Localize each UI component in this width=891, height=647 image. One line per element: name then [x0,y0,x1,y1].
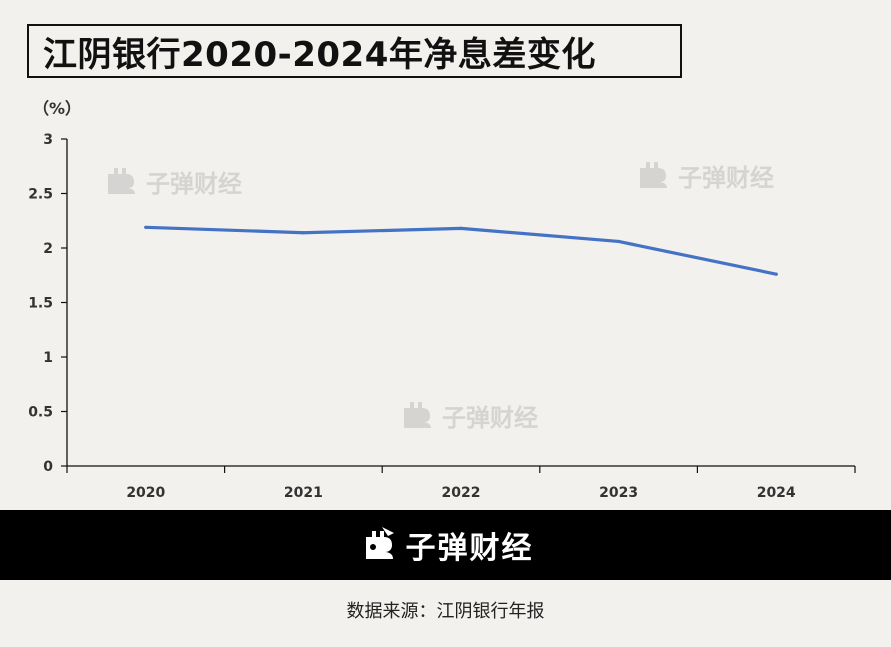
watermark-2: 子弹财经 [404,402,538,432]
x-tick-label: 2022 [442,485,481,501]
x-tick-label: 2020 [126,485,165,501]
y-tick-label: 2 [43,241,53,257]
brand-banner: 子弹财经 [0,510,891,580]
banner-brand-text: 子弹财经 [405,531,534,566]
watermark-1: 子弹财经 [640,162,774,192]
watermark-logo-icon [404,402,431,428]
chart-title-box: 江阴银行2020-2024年净息差变化 [27,24,682,78]
watermark-text: 子弹财经 [146,170,242,198]
data-point [301,231,305,235]
y-tick-label: 0.5 [28,405,53,421]
data-source-text: 数据来源：江阴银行年报 [346,601,545,622]
banner-logo: 子弹财经 [358,523,534,567]
series-line [144,225,778,276]
y-tick-label: 1 [43,350,53,366]
x-tick-label: 2024 [757,485,796,501]
x-tick-label: 2021 [284,485,323,501]
chart-title: 江阴银行2020-2024年净息差变化 [43,34,596,75]
x-tick-label: 2023 [599,485,638,501]
y-tick-label: 1.5 [28,296,53,312]
watermark-logo-icon [108,168,135,194]
y-tick-label: 0 [43,459,53,475]
y-tick-label: 3 [43,132,53,148]
watermark-0: 子弹财经 [108,168,242,198]
data-point [144,225,148,229]
y-axis-unit-label: （%） [33,99,82,118]
data-point [774,272,778,276]
data-point [459,226,463,230]
bullet-logo-icon [365,527,394,559]
watermark-text: 子弹财经 [678,164,774,192]
watermark-text: 子弹财经 [442,404,538,432]
y-tick-label: 2.5 [28,187,53,203]
data-point [617,239,621,244]
watermark-logo-icon [640,162,667,188]
